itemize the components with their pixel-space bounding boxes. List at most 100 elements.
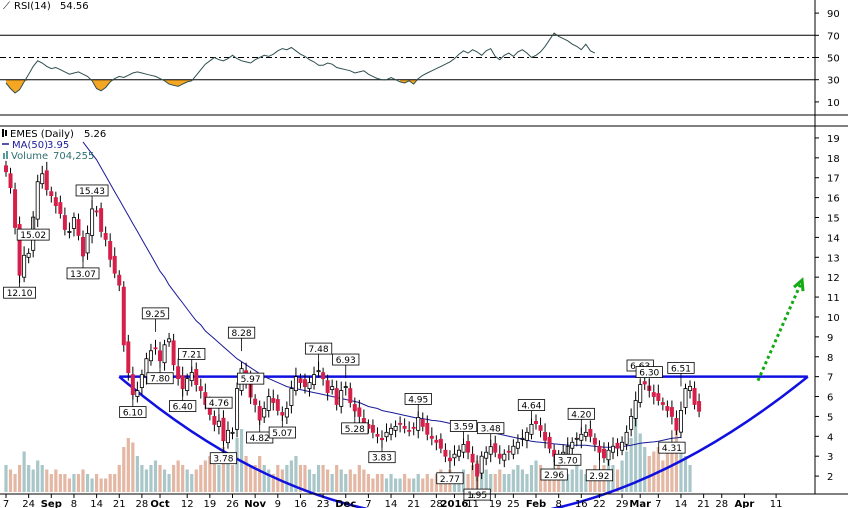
x-tick-label: Apr <box>734 499 754 508</box>
candle-body-down <box>361 418 366 423</box>
candle-body-down <box>493 443 498 453</box>
candle-body-down <box>81 237 86 257</box>
candle-body-down <box>58 202 63 214</box>
volume-bar <box>54 469 58 492</box>
candle-body-up <box>26 252 31 258</box>
breakout-arrow-head <box>793 277 805 292</box>
price-label: 6.40 <box>169 388 197 413</box>
candle <box>592 433 597 452</box>
candle-body-up <box>452 453 457 459</box>
price-label: 4.95 <box>404 393 432 418</box>
candle-body-down <box>697 401 702 412</box>
candle-body-up <box>520 437 525 440</box>
x-tick-label: 14 <box>675 499 688 508</box>
x-tick-label: 22 <box>593 499 606 508</box>
candle-body-down <box>53 197 58 206</box>
volume-bar <box>638 433 642 492</box>
price-y-tick-label: 5 <box>827 412 833 423</box>
volume-bar <box>158 465 162 492</box>
candle <box>266 388 271 418</box>
x-tick-label: 14 <box>90 499 103 508</box>
price-label-text: 3.70 <box>558 456 578 466</box>
price-panel: 12.10 15.02 13.07 15.43 6.10 9.25 7.80 6.40 7.21… <box>2 129 840 508</box>
volume-bar <box>72 474 76 492</box>
candle-body-up <box>230 431 235 434</box>
cup-pattern <box>118 375 809 508</box>
volume-bar <box>144 469 149 492</box>
volume-bar <box>13 474 17 492</box>
candle <box>235 382 240 438</box>
volume-bar <box>36 460 40 492</box>
candle-body-down <box>470 453 475 463</box>
candle <box>108 233 113 268</box>
volume-legend-value: 704,255 <box>53 151 94 162</box>
price-label: 5.28 <box>341 410 369 435</box>
candle <box>601 442 606 463</box>
candle <box>302 373 307 394</box>
candle-body-down <box>94 210 99 213</box>
candle <box>642 375 647 390</box>
candle-body-up <box>561 451 566 455</box>
price-label: 6.51 <box>667 361 695 387</box>
price-y-tick-label: 16 <box>827 194 840 205</box>
volume-bar <box>298 465 303 492</box>
volume-bar <box>575 465 579 492</box>
price-label-text: 4.31 <box>662 444 682 454</box>
x-tick-label: 28 <box>430 499 443 508</box>
x-tick-label: 11 <box>466 499 479 508</box>
volume-bar <box>384 478 389 492</box>
candle-body-up <box>515 441 520 449</box>
x-axis: 7 24 Sep 8 14 21 28 Oct 12 19 26 Nov 9 16 23 Dec 7 14 21 28… <box>3 494 782 508</box>
candle-body-up <box>456 449 461 457</box>
candle <box>402 418 407 434</box>
candle-body-down <box>407 429 412 432</box>
candle <box>398 416 403 433</box>
candle-body-down <box>352 404 357 412</box>
candle-body-down <box>194 369 199 385</box>
candle <box>339 381 344 414</box>
candle-body-up <box>416 417 421 431</box>
candle <box>493 435 498 458</box>
candle-body-down <box>538 425 543 431</box>
price-label-text: 4.76 <box>209 399 229 409</box>
candle-body-down <box>588 428 593 437</box>
price-label-text: 4.82 <box>250 434 270 444</box>
volume-bar <box>81 469 85 492</box>
price-y-tick-label: 4 <box>827 432 833 443</box>
candle <box>502 449 507 468</box>
price-label-box <box>268 426 296 439</box>
candle <box>139 369 144 395</box>
x-tick-label: 21 <box>407 499 420 508</box>
volume-bar <box>534 460 538 492</box>
volume-bar <box>131 442 135 492</box>
candle-body-down <box>13 189 18 228</box>
candle-body-up <box>293 376 298 391</box>
volume-bar <box>643 447 647 492</box>
price-label-box <box>237 372 265 385</box>
candle-body-up <box>624 431 629 445</box>
candle <box>112 247 117 279</box>
candle <box>570 437 575 455</box>
candle-body-up <box>185 378 190 391</box>
price-label-text: 6.10 <box>123 409 143 419</box>
candle <box>67 222 72 239</box>
candle <box>284 401 289 424</box>
price-y-tick-label: 3 <box>827 452 833 463</box>
price-label: 3.48 <box>477 422 505 447</box>
candle-body-up <box>620 441 625 451</box>
candle <box>253 394 258 413</box>
price-label: 1.95 <box>463 477 491 501</box>
volume-bar <box>579 469 583 492</box>
breakout-arrow <box>756 277 805 382</box>
candle-body-up <box>90 208 95 236</box>
candle-body-up <box>316 370 321 373</box>
price-y-tick-label: 12 <box>827 273 840 284</box>
candle-body-up <box>162 344 167 364</box>
candle-body-up <box>135 390 140 397</box>
price-label-box <box>178 348 206 360</box>
candle <box>121 281 126 352</box>
volume-bar <box>366 474 370 492</box>
price-label-box <box>585 469 614 482</box>
price-y-tick-label: 15 <box>827 214 840 225</box>
volume-bar <box>153 460 158 492</box>
